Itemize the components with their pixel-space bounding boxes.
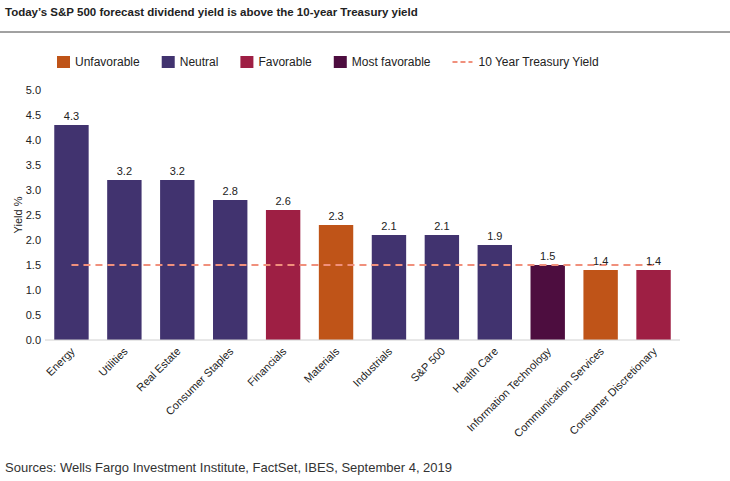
- data-label: 1.4: [646, 255, 661, 267]
- y-tick-label: 0.0: [26, 334, 41, 346]
- bar: [107, 180, 141, 340]
- x-tick-label: S&P 500: [408, 345, 447, 384]
- legend-item: Unfavorable: [57, 55, 140, 69]
- y-tick: [42, 165, 45, 166]
- legend-item: Favorable: [240, 55, 312, 69]
- legend-label: 10 Year Treasury Yield: [478, 55, 598, 69]
- x-tick-label: Consumer Staples: [163, 345, 236, 418]
- bar: [372, 235, 406, 340]
- data-label: 2.3: [328, 210, 343, 222]
- bar: [583, 270, 617, 340]
- y-tick-label: 1.0: [26, 284, 41, 296]
- y-axis: 0.0 0.5 1.0 1.5 2.0 2.5 3.0 3.5 4.0 4.5 5.0: [26, 84, 45, 346]
- data-label: 2.6: [275, 195, 290, 207]
- source: Sources: Wells Fargo Investment Institut…: [5, 460, 452, 475]
- y-tick: [42, 290, 45, 291]
- y-tick: [42, 315, 45, 316]
- legend-swatch: [240, 56, 253, 68]
- bar: [54, 125, 88, 340]
- y-tick: [42, 265, 45, 266]
- y-axis-label: Yield %: [12, 196, 24, 233]
- data-label: 1.5: [540, 250, 555, 262]
- x-tick-label: Real Estate: [134, 345, 183, 394]
- y-tick-label: 1.5: [26, 259, 41, 271]
- data-label: 4.3: [64, 110, 79, 122]
- x-tick-label: Industrials: [350, 345, 394, 389]
- reference-line: [71, 264, 653, 266]
- legend: Unfavorable Neutral Favorable Most favorabl…: [57, 55, 599, 69]
- legend-swatch: [162, 56, 175, 68]
- legend-swatch: [334, 56, 347, 68]
- legend-item: Neutral: [162, 55, 219, 69]
- bar: [636, 270, 670, 340]
- bar: [531, 265, 565, 340]
- data-label: 1.4: [593, 255, 608, 267]
- y-tick: [42, 190, 45, 191]
- legend-label: Favorable: [258, 55, 312, 69]
- x-tick-label: Information Technology: [464, 345, 553, 434]
- y-tick-label: 0.5: [26, 309, 41, 321]
- y-tick-label: 4.5: [26, 109, 41, 121]
- bar: [266, 210, 300, 340]
- y-tick-label: 2.0: [26, 234, 41, 246]
- legend-item: 10 Year Treasury Yield: [452, 55, 598, 69]
- y-tick-label: 2.5: [26, 209, 41, 221]
- x-tick-label: Communication Services: [512, 345, 607, 440]
- chart: Today’s S&P 500 forecast dividend yield …: [0, 0, 730, 481]
- y-tick: [42, 215, 45, 216]
- y-tick: [42, 115, 45, 116]
- bar: [319, 225, 353, 340]
- x-tick-label: Materials: [301, 345, 341, 385]
- y-tick-label: 3.5: [26, 159, 41, 171]
- y-tick: [42, 90, 45, 91]
- plot-area: [54, 125, 670, 340]
- data-label: 2.8: [223, 185, 238, 197]
- data-label: 2.1: [381, 220, 396, 232]
- title: Today’s S&P 500 forecast dividend yield …: [5, 6, 418, 18]
- bar: [425, 235, 459, 340]
- y-tick: [42, 340, 45, 341]
- y-tick-label: 3.0: [26, 184, 41, 196]
- bar: [160, 180, 194, 340]
- bar: [213, 200, 247, 340]
- x-tick-label: Energy: [44, 345, 77, 378]
- bar: [478, 245, 512, 340]
- x-tick-label: Financials: [245, 345, 289, 389]
- x-tick-label: Consumer Discretionary: [567, 345, 659, 437]
- title-rule: [0, 32, 730, 33]
- y-tick: [42, 240, 45, 241]
- legend-item: Most favorable: [334, 55, 431, 69]
- data-labels: 2.3 1.4 4.3 3.2 3.2 2.8 2.1 2.1 1.9 2.6 1.4 1.5: [64, 110, 661, 267]
- data-label: 1.9: [487, 230, 502, 242]
- x-tick-label: Utilities: [96, 345, 130, 379]
- legend-swatch: [452, 61, 472, 63]
- y-tick: [42, 140, 45, 141]
- data-label: 3.2: [117, 165, 132, 177]
- legend-label: Most favorable: [352, 55, 431, 69]
- legend-label: Unfavorable: [75, 55, 140, 69]
- x-tick-label: Health Care: [450, 345, 500, 395]
- legend-swatch: [57, 56, 70, 68]
- data-label: 3.2: [170, 165, 185, 177]
- y-tick-label: 5.0: [26, 84, 41, 96]
- data-label: 2.1: [434, 220, 449, 232]
- x-axis-labels: Energy UtilitiesReal EstateConsumer Stapl…: [44, 345, 660, 440]
- legend-label: Neutral: [180, 55, 219, 69]
- y-tick-label: 4.0: [26, 134, 41, 146]
- x-axis: [45, 340, 680, 341]
